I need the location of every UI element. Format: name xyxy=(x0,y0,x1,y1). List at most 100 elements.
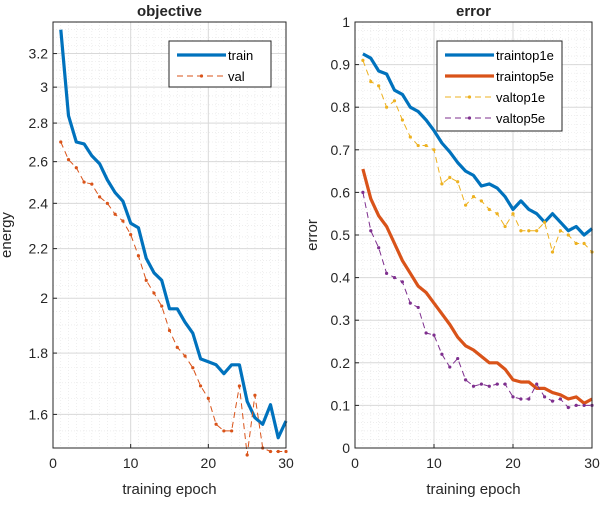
data-point xyxy=(214,422,218,426)
data-point xyxy=(385,105,389,109)
data-point xyxy=(566,405,570,410)
data-point xyxy=(206,396,210,400)
data-point xyxy=(361,58,365,62)
data-point xyxy=(59,140,63,144)
legend-label: val xyxy=(228,69,245,84)
data-point xyxy=(543,395,547,399)
y-tick-label: 1 xyxy=(342,14,350,30)
data-point xyxy=(400,280,404,284)
data-point xyxy=(550,250,555,254)
legend-label: valtop1e xyxy=(496,90,545,105)
data-point xyxy=(424,143,428,148)
y-tick-label: 2.8 xyxy=(29,115,49,131)
data-point xyxy=(152,291,156,295)
series-line xyxy=(362,52,594,237)
legend-label: traintop1e xyxy=(496,48,554,63)
legend-label: traintop5e xyxy=(496,69,554,84)
data-point xyxy=(479,382,483,386)
x-tick-label: 30 xyxy=(584,455,600,471)
data-point xyxy=(144,278,148,282)
data-point xyxy=(527,397,531,401)
data-point xyxy=(175,345,179,349)
data-point xyxy=(503,224,507,229)
data-point xyxy=(160,304,164,308)
data-point xyxy=(113,212,117,216)
data-point xyxy=(253,393,257,397)
data-point xyxy=(400,118,404,122)
data-point xyxy=(66,158,71,162)
x-tick-label: 20 xyxy=(201,455,217,471)
data-point xyxy=(519,397,523,401)
y-tick-label: 2.4 xyxy=(29,195,49,211)
x-axis-label: training epoch xyxy=(426,481,520,498)
series-line xyxy=(362,60,593,254)
data-point xyxy=(495,212,499,216)
data-point xyxy=(198,384,203,388)
data-point xyxy=(464,378,468,382)
legend-label: train xyxy=(228,48,253,63)
data-point xyxy=(456,356,460,361)
data-point xyxy=(98,195,102,199)
data-point xyxy=(487,207,491,212)
data-point xyxy=(369,229,373,233)
data-point xyxy=(550,399,555,403)
legend-marker xyxy=(467,95,472,99)
data-point xyxy=(503,382,507,386)
data-point xyxy=(432,333,436,337)
data-point xyxy=(582,241,586,246)
y-tick-label: 0.3 xyxy=(331,312,351,328)
y-tick-label: 2 xyxy=(40,290,48,306)
y-tick-label: 0.6 xyxy=(331,184,351,200)
data-point xyxy=(558,397,563,401)
data-point xyxy=(464,203,468,207)
chart-title: error xyxy=(456,3,491,20)
series-traintop1e xyxy=(362,52,594,237)
y-tick-label: 3.2 xyxy=(29,46,49,62)
data-point xyxy=(74,166,78,170)
legend-marker xyxy=(199,74,204,78)
data-point xyxy=(369,80,373,84)
data-point xyxy=(377,84,381,88)
legend-box xyxy=(168,40,272,88)
y-tick-label: 0.5 xyxy=(331,227,351,243)
data-point xyxy=(574,403,578,407)
data-point xyxy=(527,229,531,233)
legend-marker xyxy=(467,116,472,120)
y-tick-label: 3 xyxy=(40,79,48,95)
series-train xyxy=(59,29,288,440)
x-axis-label: training epoch xyxy=(122,481,216,498)
x-tick-label: 30 xyxy=(278,455,294,471)
series-line xyxy=(59,29,288,440)
error-chart: 0 10 20 30 0 0.1 0.2 0.3 0.4 0.5 0.6 0.7 0.8 0.9 1 erro… xyxy=(304,3,600,498)
data-point xyxy=(408,301,412,305)
y-tick-label: 0.8 xyxy=(331,99,351,115)
data-point xyxy=(191,366,195,370)
y-axis-label: energy xyxy=(0,212,15,258)
data-point xyxy=(432,148,436,152)
y-axis-label: error xyxy=(304,219,321,251)
y-tick-label: 0.4 xyxy=(331,270,351,286)
data-point xyxy=(471,195,476,199)
data-point xyxy=(440,182,444,186)
y-tick-label: 0.9 xyxy=(331,57,351,73)
y-tick-label: 0.7 xyxy=(331,142,351,158)
data-point xyxy=(424,331,428,335)
legend: traintop1e traintop5e valtop1e valtop5e xyxy=(436,40,563,132)
data-point xyxy=(495,382,499,386)
minor-grid xyxy=(53,22,286,448)
data-point xyxy=(416,143,420,148)
data-point xyxy=(392,99,397,103)
data-point xyxy=(105,201,109,205)
y-tick-label: 0.2 xyxy=(331,355,351,371)
x-tick-label: 10 xyxy=(426,455,442,471)
data-point xyxy=(392,276,397,280)
data-point xyxy=(511,395,515,399)
x-tick-label: 0 xyxy=(49,455,57,471)
data-point xyxy=(479,199,483,203)
series-val xyxy=(59,140,288,457)
data-point xyxy=(222,429,226,433)
x-tick-label: 0 xyxy=(351,455,359,471)
data-point xyxy=(276,449,280,454)
y-tick-label: 0 xyxy=(342,440,350,456)
